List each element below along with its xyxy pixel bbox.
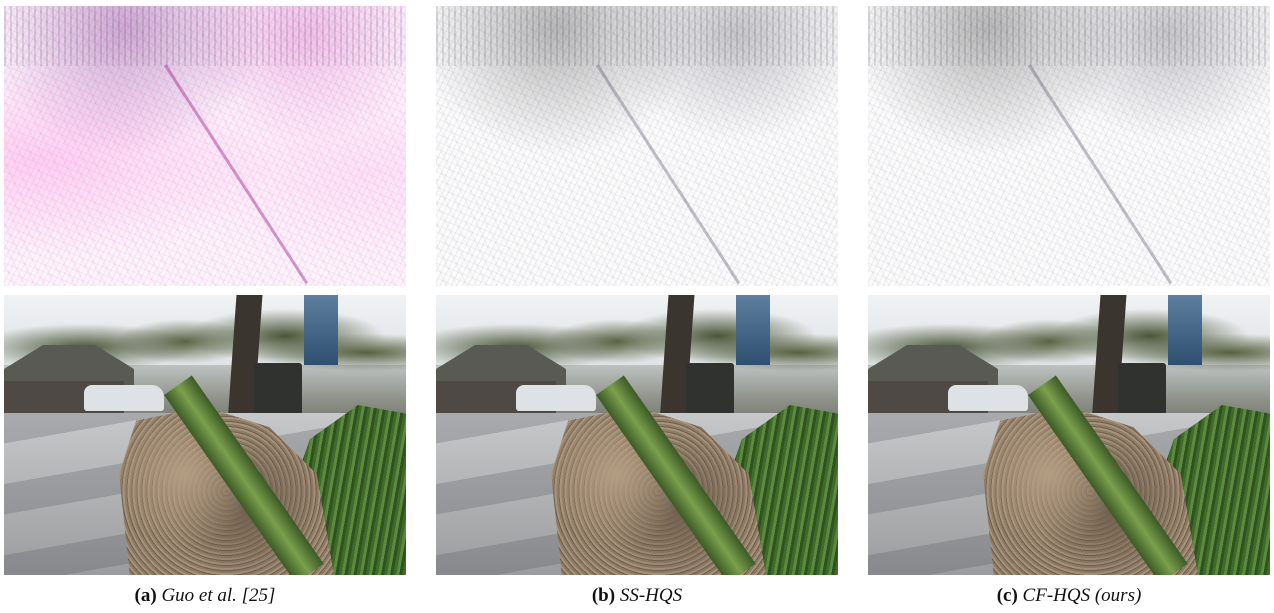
error-band-texture xyxy=(868,6,1270,66)
figure-column-c xyxy=(868,6,1270,575)
subfigure-label: (b) xyxy=(591,585,616,606)
reconstruction-image xyxy=(4,295,406,575)
error-map-image xyxy=(868,6,1270,286)
scene-car xyxy=(516,385,596,411)
scene-sign xyxy=(1168,295,1202,365)
subfigure-caption-text: CF-HQS (ours) xyxy=(1022,585,1142,606)
error-diagonal-streak xyxy=(164,64,309,285)
scene-car xyxy=(84,385,164,411)
figure-column-b xyxy=(436,6,838,575)
subfigure-label: (c) xyxy=(996,585,1018,606)
subfigure-label: (a) xyxy=(134,585,157,606)
scene-truck xyxy=(686,363,734,417)
scene-truck xyxy=(1118,363,1166,417)
scene-sign xyxy=(736,295,770,365)
error-diagonal-streak xyxy=(1028,64,1173,285)
reconstruction-image xyxy=(868,295,1270,575)
subfigure-caption-text: SS-HQS xyxy=(619,585,683,606)
error-map-image xyxy=(436,6,838,286)
scene-car xyxy=(948,385,1028,411)
error-diagonal-streak xyxy=(596,64,741,285)
error-band-texture xyxy=(4,6,406,66)
error-map-image xyxy=(4,6,406,286)
subfigure-caption: (b) SS-HQS xyxy=(436,585,838,607)
figure-column-a xyxy=(4,6,406,575)
scene-truck xyxy=(254,363,302,417)
subfigure-caption-text: Guo et al. [25] xyxy=(161,585,276,606)
subfigure-caption: (c) CF-HQS (ours) xyxy=(868,585,1270,607)
error-band-texture xyxy=(436,6,838,66)
reconstruction-image xyxy=(436,295,838,575)
scene-sign xyxy=(304,295,338,365)
subfigure-caption: (a) Guo et al. [25] xyxy=(4,585,406,607)
